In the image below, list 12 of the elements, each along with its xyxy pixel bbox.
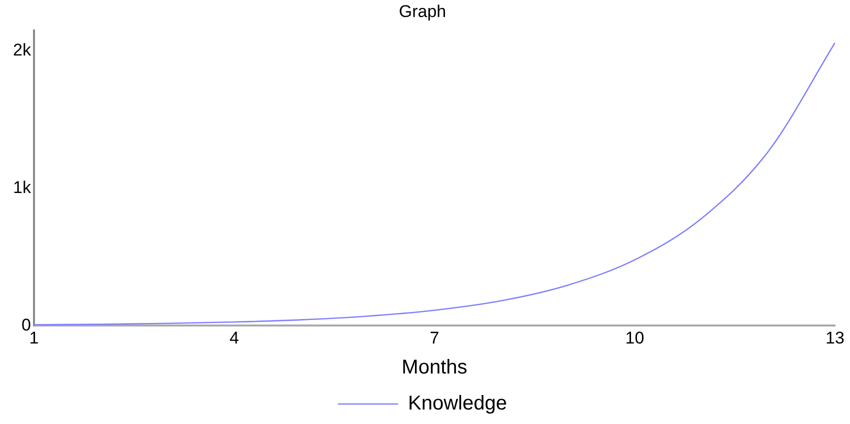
y-tick-label: 2k [12, 40, 32, 60]
y-tick-label: 0 [21, 315, 31, 334]
x-tick-label: 1 [29, 328, 39, 348]
x-axis-title: Months [402, 356, 468, 379]
x-tick-label: 4 [229, 328, 239, 348]
x-tick-label: 13 [826, 328, 844, 348]
legend-label: Knowledge [408, 392, 507, 415]
line-series [34, 42, 835, 326]
x-tick-label: 10 [625, 328, 644, 348]
chart-title: Graph [398, 2, 446, 21]
y-tick-label: 1k [12, 178, 32, 197]
x-tick-label: 7 [430, 328, 440, 348]
